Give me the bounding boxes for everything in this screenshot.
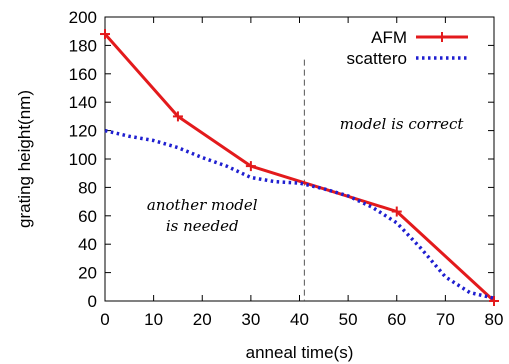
annotation-line: is needed <box>166 217 239 235</box>
x-tick-label: 0 <box>100 310 109 329</box>
data-point-afm <box>100 29 110 40</box>
annotation-line: model is correct <box>340 115 465 133</box>
y-tick-label: 60 <box>78 207 97 226</box>
y-tick-label: 100 <box>69 150 97 169</box>
legend-entry-afm: AFM <box>371 28 468 47</box>
x-axis-label: anneal time(s) <box>246 343 354 362</box>
y-tick-label: 0 <box>88 292 97 311</box>
legend-label: scattero <box>347 49 407 68</box>
y-tick-label: 160 <box>69 65 97 84</box>
x-tick-label: 60 <box>387 310 406 329</box>
y-tick-label: 180 <box>69 36 97 55</box>
x-tick-label: 30 <box>241 310 260 329</box>
x-tick-label: 80 <box>485 310 504 329</box>
chart-annotation: another model is needed <box>147 196 258 235</box>
y-tick-label: 120 <box>69 122 97 141</box>
data-point-afm <box>245 161 256 172</box>
x-tick-label: 50 <box>339 310 358 329</box>
legend-label: AFM <box>371 28 407 47</box>
data-point-afm <box>172 111 183 122</box>
series-line-afm <box>103 33 496 303</box>
data-point-afm <box>489 296 499 306</box>
y-tick-label: 80 <box>78 178 97 197</box>
data-point-afm <box>391 206 402 217</box>
x-tick-label: 10 <box>144 310 163 329</box>
x-tick-label: 70 <box>436 310 455 329</box>
chart-annotation: model is correct <box>340 115 465 133</box>
y-tick-label: 20 <box>78 264 97 283</box>
y-tick-label: 200 <box>69 8 97 27</box>
x-tick-label: 20 <box>193 310 212 329</box>
y-tick-label: 40 <box>78 235 97 254</box>
y-axis-label: grating height(nm) <box>15 90 34 228</box>
series-line-scattero <box>104 128 495 300</box>
x-tick-label: 40 <box>290 310 309 329</box>
y-tick-label: 140 <box>69 93 97 112</box>
legend-entry-scattero: scattero <box>347 49 468 68</box>
annotation-line: another model <box>147 196 258 214</box>
